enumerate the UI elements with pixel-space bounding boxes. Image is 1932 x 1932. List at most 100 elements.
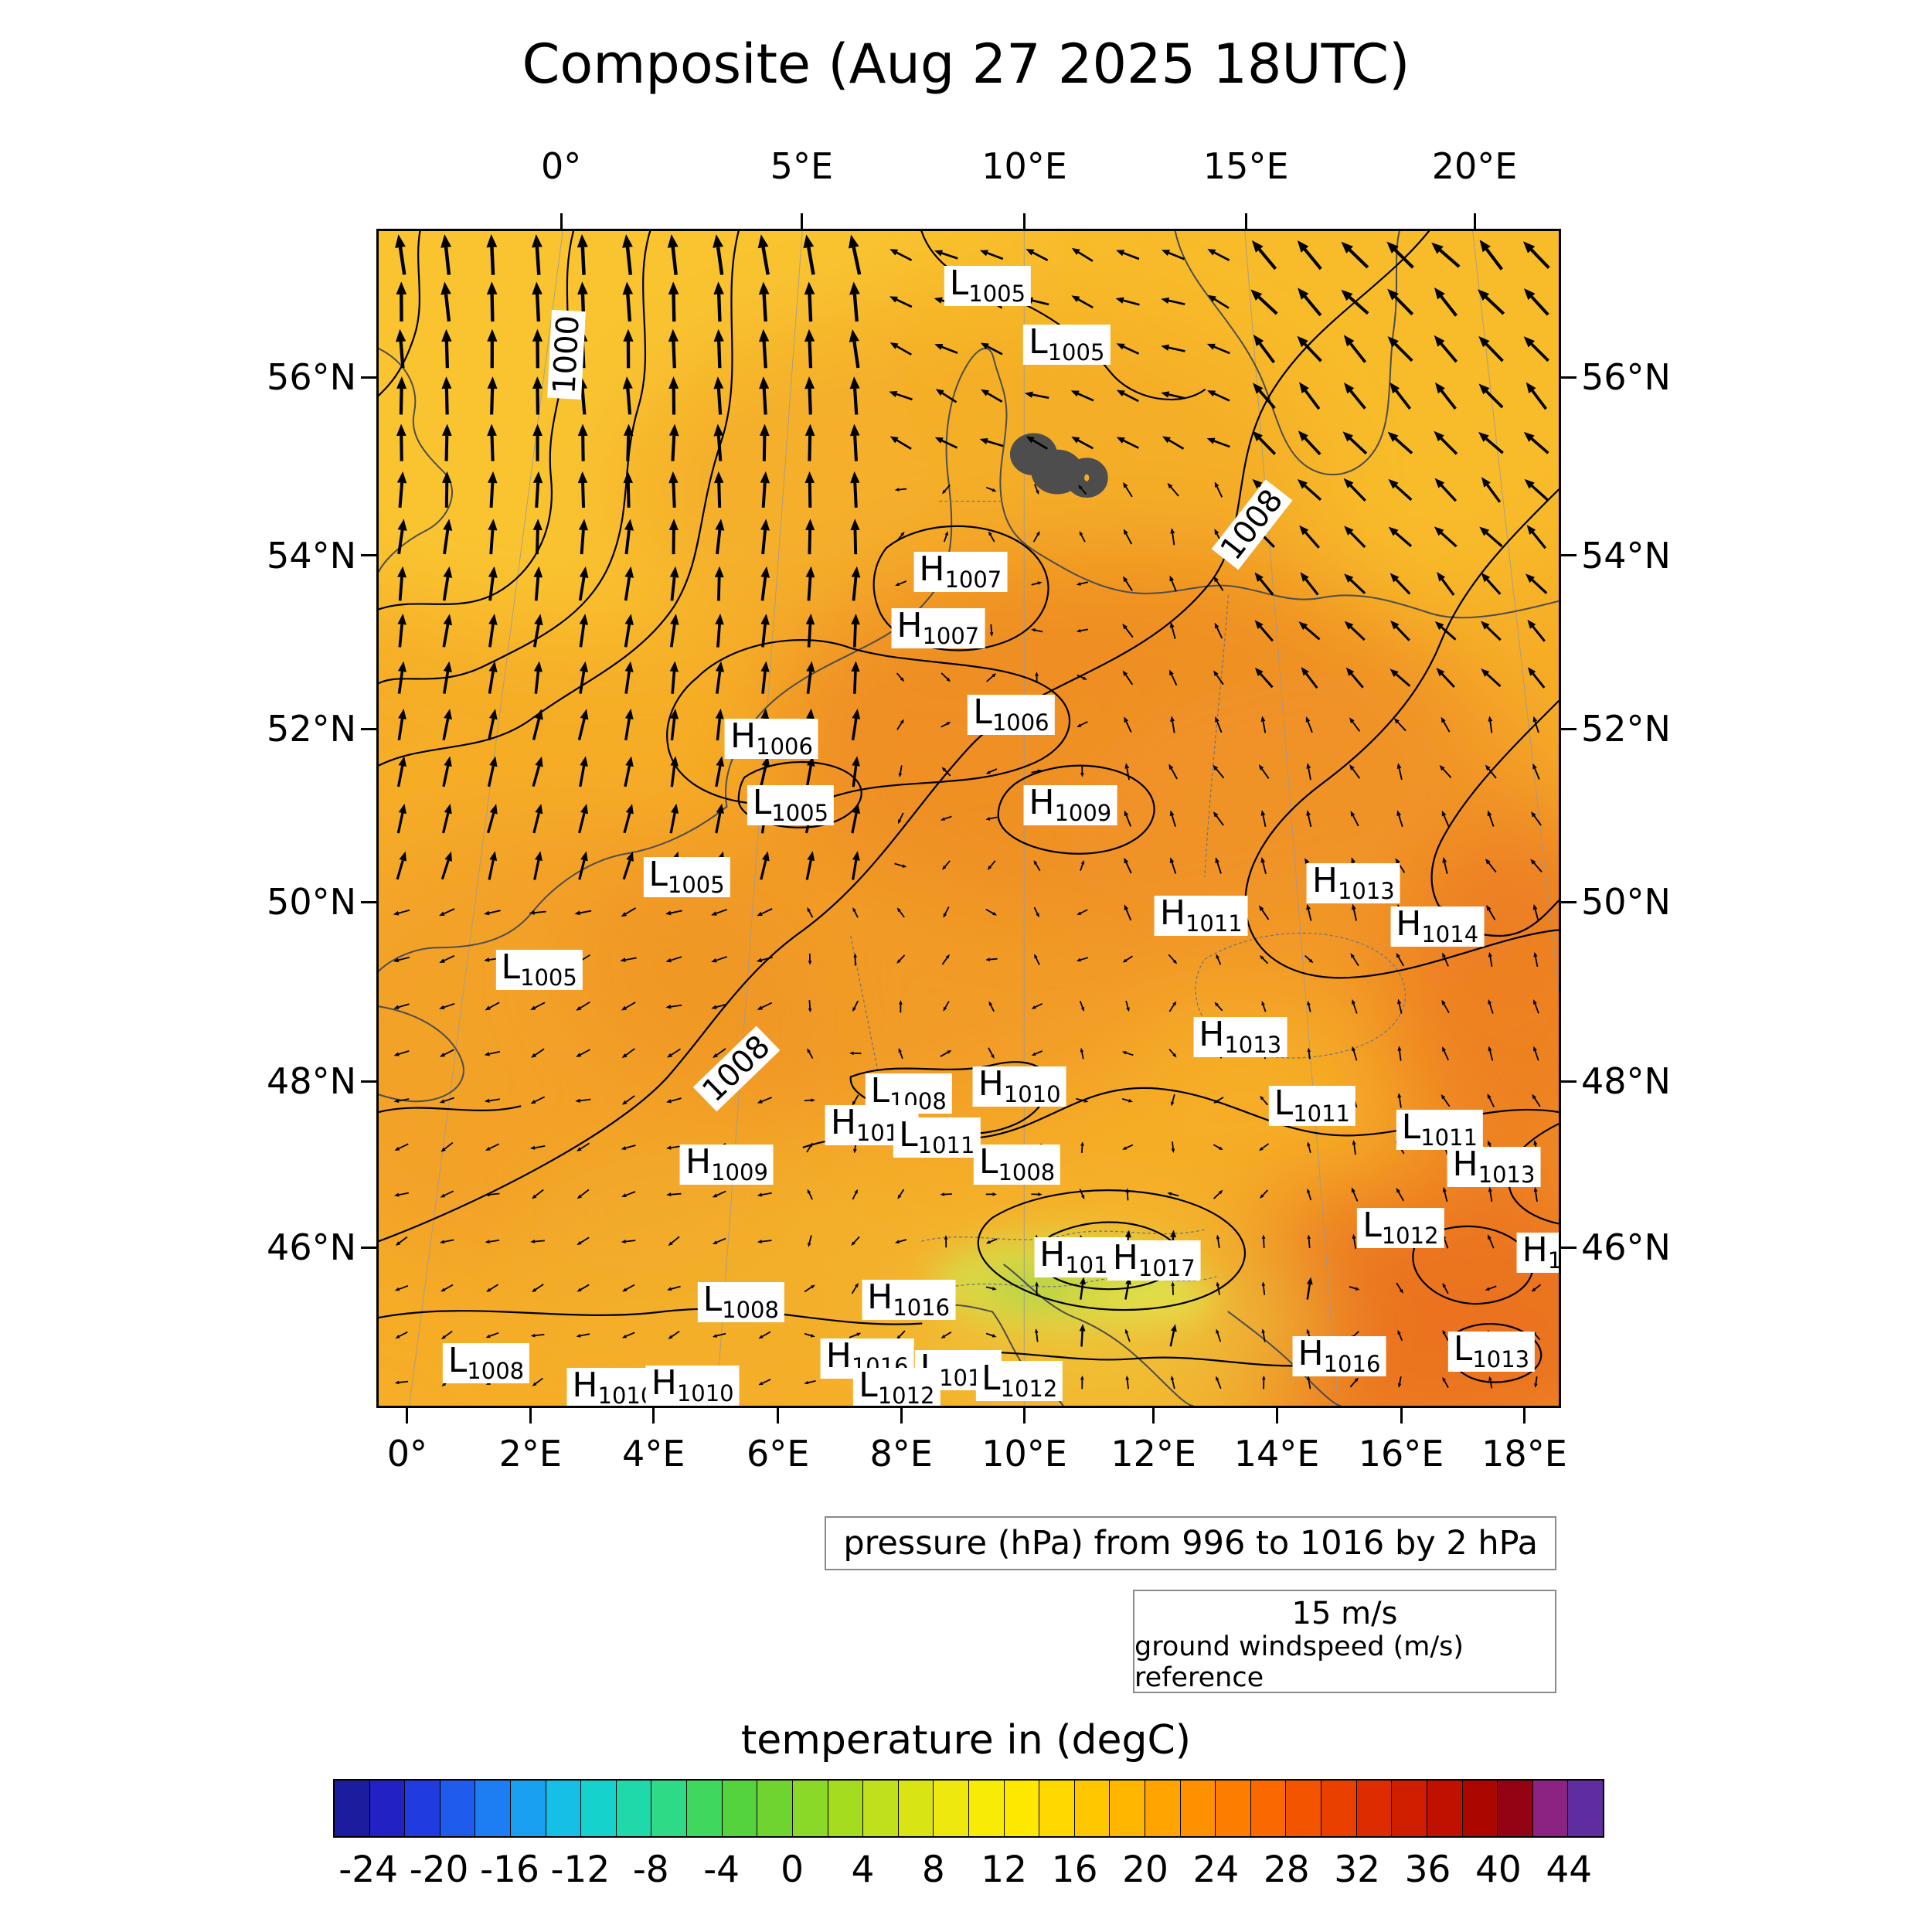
low-pressure-label: L1011 <box>1268 1086 1356 1127</box>
wind-arrow-head <box>1343 478 1354 488</box>
wind-arrow-head <box>808 961 812 965</box>
wind-arrow <box>443 671 450 694</box>
wind-arrow-head <box>396 471 407 484</box>
wind-arrow <box>1395 579 1411 595</box>
wind-arrow <box>1485 248 1503 270</box>
wind-arrow-head <box>439 1053 446 1057</box>
wind-arrow <box>1213 440 1230 448</box>
wind-arrow-head <box>757 1192 763 1197</box>
axis-tick <box>800 213 803 229</box>
wind-arrow-head <box>1301 667 1309 676</box>
high-pressure-label: H1013 <box>1193 1016 1287 1057</box>
wind-arrow <box>1076 1097 1085 1102</box>
map-frame: L1005 L1005 H1007 H1007 L1006 H1006 L1005 H1009… <box>376 229 1561 1408</box>
wind-arrow <box>1440 295 1458 317</box>
wind-arrow-head <box>756 957 763 963</box>
wind-arrow <box>580 1284 590 1291</box>
wind-arrow-head <box>532 423 543 436</box>
wind-arrow-head <box>484 1052 490 1056</box>
wind-arrow <box>899 1189 905 1196</box>
wind-arrow <box>944 769 951 777</box>
wind-arrow <box>1440 342 1458 363</box>
wind-arrow-head <box>1128 1098 1133 1103</box>
wind-arrow <box>1349 342 1367 363</box>
colorbar-segment <box>934 1781 969 1836</box>
wind-arrow <box>1261 1143 1270 1149</box>
wind-arrow <box>444 247 451 275</box>
wind-arrow <box>1308 1005 1311 1012</box>
wind-arrow <box>716 956 728 961</box>
colorbar-tick-value: -20 <box>409 1849 469 1891</box>
wind-arrow <box>1535 956 1539 968</box>
wind-arrow <box>1213 1192 1221 1199</box>
high-pressure-label: H1010 <box>645 1366 740 1406</box>
wind-arrow <box>760 577 767 601</box>
wind-arrow-head <box>1123 529 1128 536</box>
wind-arrow <box>398 1143 409 1149</box>
wind-arrow <box>1398 815 1403 827</box>
wind-arrow <box>1035 629 1043 633</box>
colorbar-tick-value: -24 <box>338 1849 399 1891</box>
wind-arrow <box>397 529 404 555</box>
wind-arrow-head <box>1298 430 1308 441</box>
wind-arrow <box>853 1094 859 1103</box>
wind-arrow-head <box>804 328 815 342</box>
colorbar-segment <box>1039 1781 1075 1836</box>
wind-arrow-head <box>398 756 406 767</box>
wind-arrow <box>989 1238 998 1243</box>
wind-arrow-head <box>1534 1383 1538 1388</box>
wind-arrow-head <box>713 281 724 295</box>
wind-arrow-head <box>714 471 724 484</box>
high-pressure-label: H1015 <box>1516 1233 1559 1274</box>
lon-tick-label: 10°E <box>981 145 1067 187</box>
wind-arrow <box>580 1098 591 1102</box>
wind-arrow-head <box>1436 668 1445 677</box>
wind-arrow <box>716 1048 726 1056</box>
wind-arrow <box>1440 578 1455 596</box>
wind-arrow-head <box>443 566 453 578</box>
wind-arrow-head <box>715 519 725 531</box>
wind-arrow <box>761 247 770 275</box>
wind-arrow <box>1125 955 1133 961</box>
high-pressure-label: H1007 <box>891 607 985 648</box>
wind-arrow <box>1530 248 1550 270</box>
wind-arrow <box>1444 1238 1449 1249</box>
wind-arrow-head <box>1167 482 1173 489</box>
wind-arrow <box>625 1240 636 1243</box>
wind-arrow-head <box>1207 294 1216 302</box>
lat-tick-label: 54°N <box>267 534 356 577</box>
wind-arrow-head <box>1079 531 1083 536</box>
wind-arrow-head <box>534 614 543 626</box>
colorbar-segment <box>1392 1781 1427 1836</box>
wind-arrow <box>580 1333 590 1337</box>
colorbar-segment <box>828 1781 864 1836</box>
wind-arrow <box>398 1284 409 1291</box>
wind-arrow-head <box>988 1001 993 1006</box>
wind-arrow <box>1393 248 1414 269</box>
wind-arrow <box>534 910 546 913</box>
wind-arrow <box>989 957 998 961</box>
wind-arrow-head <box>1080 859 1085 865</box>
axis-tick <box>1152 1408 1155 1423</box>
wind-arrow-head <box>805 519 815 531</box>
wind-arrow-head <box>397 661 406 672</box>
wind-arrow-head <box>713 1053 718 1058</box>
wind-arrow <box>1443 956 1449 967</box>
wind-arrow <box>396 812 404 834</box>
wind-arrow-head <box>535 709 543 720</box>
low-pressure-label: L1005 <box>944 266 1032 307</box>
wind-arrow <box>804 1332 811 1337</box>
axis-tick <box>1023 213 1026 229</box>
wind-arrow-head <box>899 1000 903 1005</box>
wind-arrow-head <box>622 234 633 248</box>
wind-arrow-head <box>1307 1141 1311 1147</box>
wind-arrow-head <box>851 614 860 625</box>
coastlines <box>379 231 1559 1406</box>
wind-arrow <box>716 1003 727 1009</box>
lon-tick-label: 0° <box>541 145 582 187</box>
wind-arrow <box>1534 1333 1541 1341</box>
wind-arrow-head <box>484 1098 490 1103</box>
axis-tick <box>361 900 376 903</box>
wind-arrow-head <box>1355 1287 1360 1291</box>
wind-arrow <box>535 1240 545 1243</box>
